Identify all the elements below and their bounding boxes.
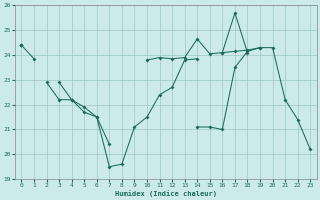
X-axis label: Humidex (Indice chaleur): Humidex (Indice chaleur)	[115, 190, 217, 197]
